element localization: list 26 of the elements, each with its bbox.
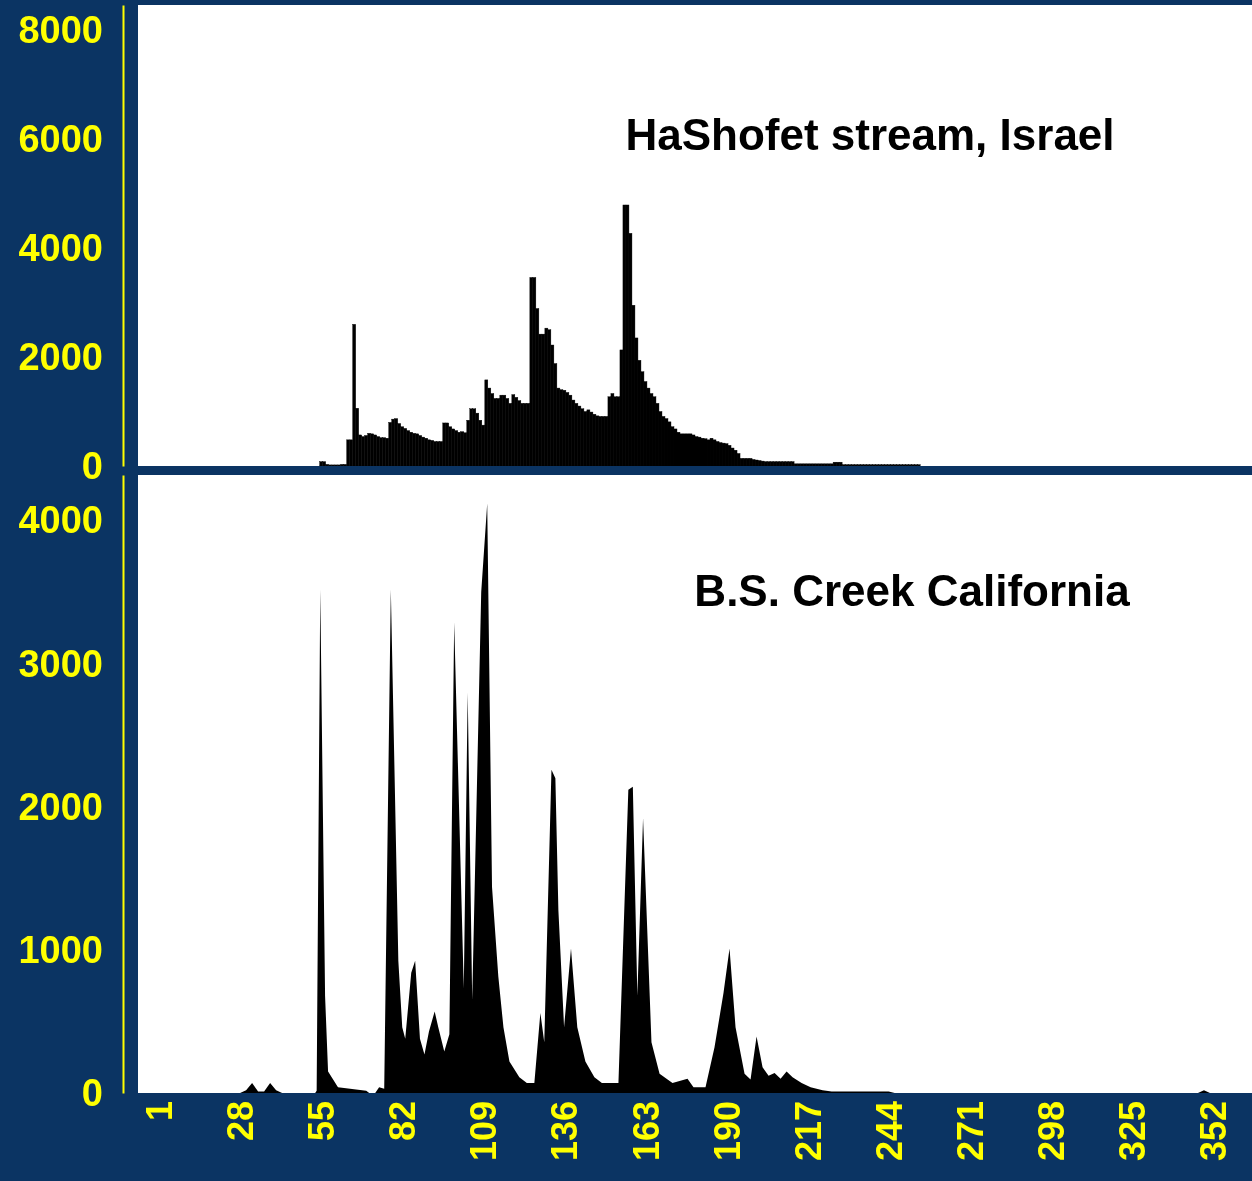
y-tick-label: 2000	[18, 785, 103, 828]
y-tick-label: 1000	[18, 928, 103, 971]
y-tick-label: 8000	[18, 8, 103, 51]
x-tick-label: 352	[1193, 1101, 1235, 1162]
y-tick-label: 4000	[18, 499, 103, 542]
x-tick-label: 244	[868, 1101, 910, 1162]
x-tick-label: 1	[139, 1101, 181, 1122]
x-tick-label: 190	[706, 1101, 748, 1162]
y-tick-label: 2000	[18, 335, 103, 378]
y-tick-label: 0	[81, 1071, 103, 1114]
x-tick-label: 163	[625, 1101, 667, 1162]
x-tick-label: 298	[1030, 1101, 1072, 1162]
x-tick-label: 109	[463, 1101, 505, 1162]
text: HaShofet stream, Israel	[625, 110, 1115, 159]
y-tick-label: 6000	[18, 117, 103, 160]
y-tick-label: 4000	[18, 226, 103, 269]
y-tick-label: 0	[81, 444, 103, 487]
y-tick-label: 3000	[18, 642, 103, 685]
text: B.S. Creek California	[694, 566, 1131, 615]
x-tick-label: 136	[544, 1101, 586, 1162]
x-tick-label: 28	[220, 1101, 262, 1142]
x-tick-label: 325	[1111, 1101, 1153, 1162]
x-tick-label: 55	[301, 1101, 343, 1142]
x-tick-label: 271	[949, 1101, 991, 1162]
x-tick-label: 82	[382, 1101, 424, 1142]
x-tick-label: 217	[787, 1101, 829, 1162]
